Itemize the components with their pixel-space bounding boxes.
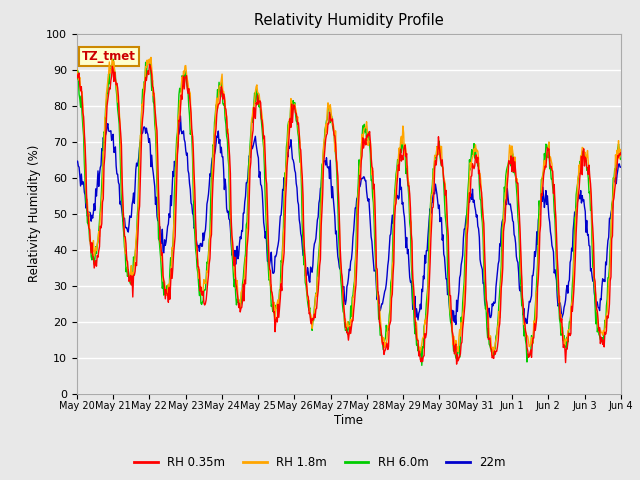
Title: Relativity Humidity Profile: Relativity Humidity Profile xyxy=(254,13,444,28)
Text: TZ_tmet: TZ_tmet xyxy=(82,50,136,63)
X-axis label: Time: Time xyxy=(334,414,364,427)
Y-axis label: Relativity Humidity (%): Relativity Humidity (%) xyxy=(28,145,40,282)
Legend: RH 0.35m, RH 1.8m, RH 6.0m, 22m: RH 0.35m, RH 1.8m, RH 6.0m, 22m xyxy=(130,452,510,474)
